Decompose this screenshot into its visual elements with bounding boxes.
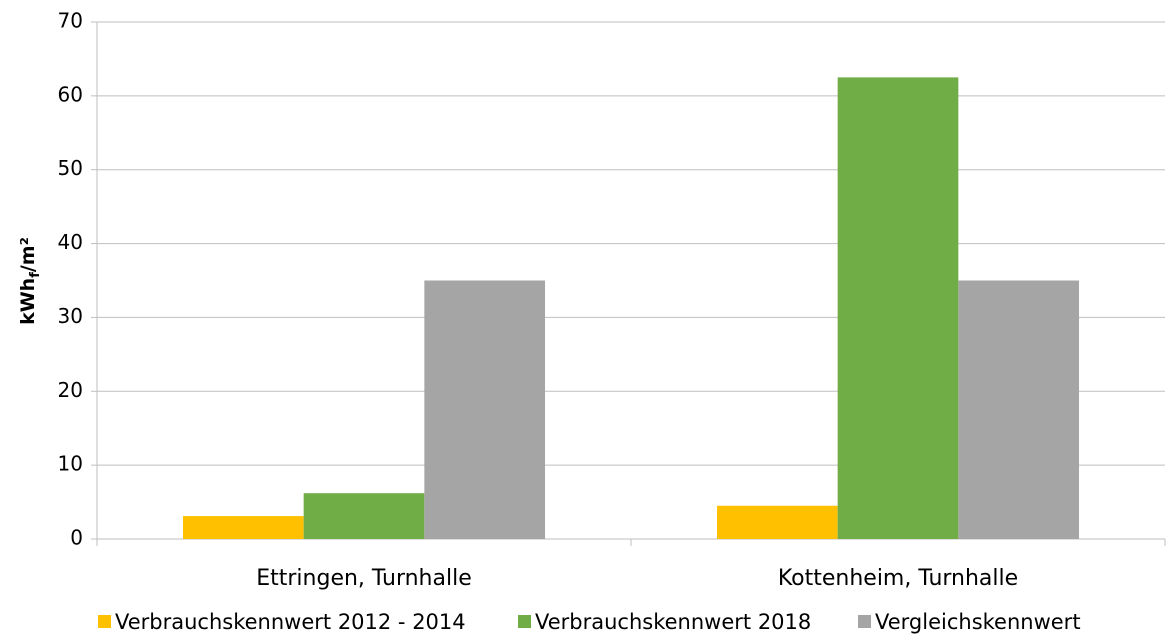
x-tick-label: Ettringen, Turnhalle [256,566,472,591]
legend-swatch [518,615,531,628]
legend-label: Verbrauchskennwert 2018 [535,610,811,634]
y-label-sub: f [28,272,43,278]
bar [958,280,1080,539]
y-label-part: /m² [17,237,39,272]
y-tick-label: 0 [70,526,83,550]
y-tick-label: 70 [58,9,83,33]
y-tick-label: 50 [58,156,83,180]
legend-swatch [858,615,871,628]
y-tick-label: 40 [58,230,83,254]
x-tick-label: Kottenheim, Turnhalle [778,566,1018,591]
y-tick-label: 10 [58,452,83,476]
bar [716,505,838,539]
y-tick-label: 20 [58,378,83,402]
legend-label: Vergleichskennwert [875,610,1081,634]
legend-label: Verbrauchskennwert 2012 - 2014 [115,610,466,634]
y-label-part: kWh [17,278,39,325]
bar [837,77,959,540]
y-axis-label: kWhf/m² [17,237,44,325]
legend-swatch [98,615,111,628]
y-tick-label: 30 [58,304,83,328]
y-tick-label: 60 [58,82,83,106]
bar [303,493,425,539]
bar [424,280,546,539]
bar [182,516,304,539]
